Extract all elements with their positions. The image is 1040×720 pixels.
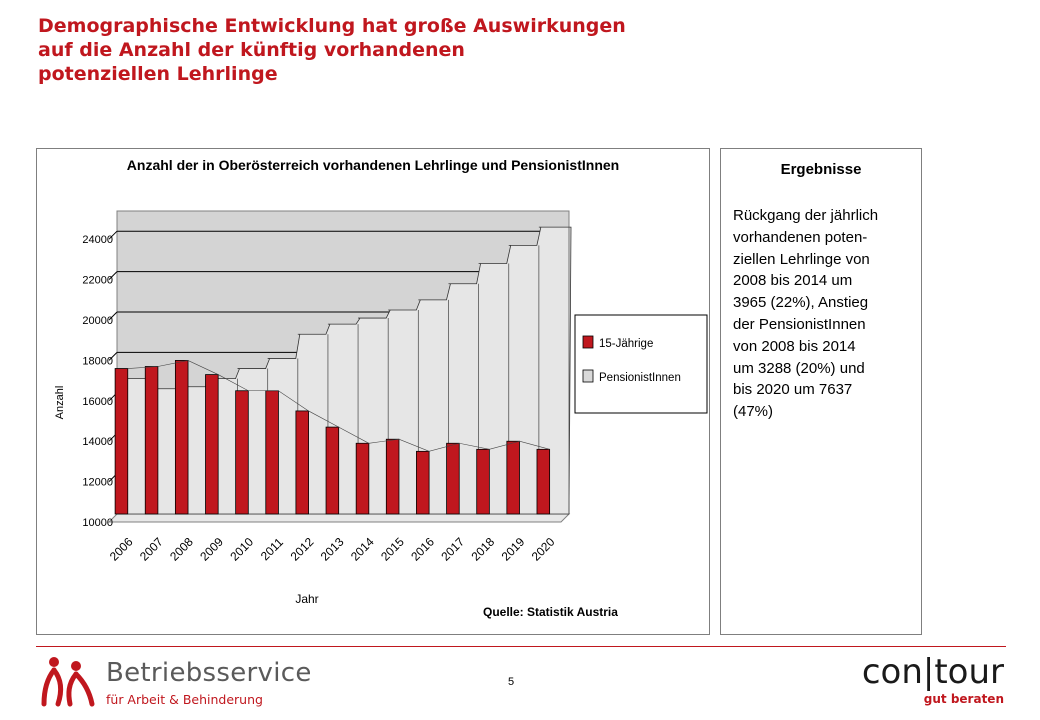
x-tick-label: 2016 bbox=[408, 535, 437, 564]
x-tick-label: 2018 bbox=[468, 535, 497, 564]
logo-name: con|tour bbox=[861, 652, 1004, 692]
bar-15-jaehrige bbox=[174, 360, 189, 515]
legend-swatch bbox=[582, 369, 594, 383]
results-line: Rückgang der jährlich bbox=[733, 207, 879, 224]
results-title: Ergebnisse bbox=[780, 161, 862, 178]
series-15-jaehrige-line bbox=[127, 360, 550, 452]
x-tick-label: 2010 bbox=[227, 535, 256, 564]
bar-15-jaehrige bbox=[265, 390, 279, 515]
bar-15-jaehrige bbox=[205, 374, 219, 515]
gridline-depth bbox=[108, 311, 118, 321]
slide-title-line: potenziellen Lehrlinge bbox=[38, 63, 278, 85]
y-tick-label: 12000 bbox=[82, 477, 113, 489]
bar-15-jaehrige bbox=[446, 442, 460, 515]
x-tick-label: 2015 bbox=[378, 535, 407, 564]
slide-title-line: auf die Anzahl der künftig vorhandenen bbox=[38, 39, 465, 61]
results-line: (47%) bbox=[733, 403, 774, 421]
plot-floor bbox=[107, 513, 571, 523]
legend-swatch bbox=[582, 335, 594, 349]
slide-title: Demographische Entwicklung hat große Aus… bbox=[38, 14, 738, 86]
gridline-depth bbox=[108, 230, 118, 240]
results-text: Rückgang der jährlich vorhandenen poten-… bbox=[733, 205, 913, 423]
chart-canvas: 10000 12000 14000 16000 18000 20000 22000 24000… bbox=[54, 210, 708, 606]
gridline-depth bbox=[108, 352, 118, 361]
bar-15-jaehrige bbox=[476, 448, 490, 515]
chart-title: Anzahl der in Oberösterreich vorhandenen… bbox=[126, 157, 620, 173]
results-line: um 3288 (20%) und bbox=[733, 359, 865, 377]
chart-panel: 10000 12000 14000 16000 18000 20000 22000 24000… bbox=[36, 148, 710, 635]
results-line: von 2008 bis 2014 bbox=[733, 337, 856, 355]
x-tick-label: 2007 bbox=[137, 535, 166, 564]
y-tick-label: 16000 bbox=[82, 396, 113, 408]
bar-15-jaehrige bbox=[144, 366, 159, 515]
legend-label: PensionistInnen bbox=[599, 372, 681, 384]
bar-15-jaehrige bbox=[506, 440, 520, 515]
gridline-depth bbox=[108, 271, 118, 280]
x-tick-label: 2006 bbox=[107, 535, 136, 564]
bar-15-jaehrige bbox=[536, 448, 551, 515]
bar-15-jaehrige bbox=[416, 450, 430, 515]
x-tick-label: 2017 bbox=[438, 535, 467, 564]
chart-source: Quelle: Statistik Austria bbox=[483, 605, 618, 619]
y-tick-label: 22000 bbox=[82, 275, 113, 287]
x-tick-label: 2012 bbox=[288, 535, 317, 564]
x-axis-label: Jahr bbox=[295, 592, 318, 606]
y-tick-label: 18000 bbox=[82, 355, 113, 367]
results-line: vorhandenen poten- bbox=[733, 228, 868, 246]
people-figures-icon bbox=[41, 657, 95, 707]
legend-box bbox=[574, 314, 708, 414]
logo-subtitle: gut beraten bbox=[923, 692, 1004, 706]
bar-15-jaehrige bbox=[385, 438, 400, 515]
bar-15-jaehrige bbox=[295, 410, 309, 515]
legend-label: 15-Jährige bbox=[599, 338, 653, 350]
x-tick-label: 2020 bbox=[529, 535, 558, 564]
y-tick-label: 20000 bbox=[82, 315, 113, 327]
results-line: der PensionistInnen bbox=[733, 315, 866, 333]
results-line: 2008 bis 2014 um bbox=[733, 272, 853, 290]
results-panel: Ergebnisse Rückgang der jährlich vorhand… bbox=[720, 148, 922, 635]
betriebsservice-logo: Betriebsservice für Arbeit & Behinderung bbox=[40, 652, 311, 712]
y-tick-label: 10000 bbox=[82, 517, 113, 529]
x-tick-label: 2008 bbox=[167, 535, 196, 564]
bar-15-jaehrige bbox=[325, 426, 340, 515]
results-line: bis 2020 um 7637 bbox=[733, 381, 853, 399]
bar-15-jaehrige bbox=[355, 442, 370, 515]
slide-title-line: Demographische Entwicklung hat große Aus… bbox=[38, 15, 626, 37]
logo-subtitle: für Arbeit & Behinderung bbox=[106, 692, 263, 707]
results-line: ziellen Lehrlinge von bbox=[733, 250, 870, 268]
x-tick-label: 2013 bbox=[318, 535, 347, 564]
footer-divider bbox=[36, 646, 1006, 647]
y-axis-label: Anzahl bbox=[54, 386, 66, 420]
series-pensionistinnen-area bbox=[116, 226, 572, 515]
bar-15-jaehrige bbox=[114, 368, 129, 515]
x-tick-label: 2019 bbox=[499, 535, 528, 564]
bar-15-jaehrige bbox=[235, 390, 249, 515]
y-tick-label: 14000 bbox=[82, 436, 113, 448]
results-line: 3965 (22%), Anstieg bbox=[733, 294, 869, 312]
page-number: 5 bbox=[508, 676, 515, 688]
y-tick-label: 24000 bbox=[82, 234, 113, 246]
contour-logo: con|tour gut beraten bbox=[846, 652, 1006, 712]
x-tick-label: 2011 bbox=[258, 535, 286, 563]
x-tick-label: 2009 bbox=[197, 535, 226, 564]
logo-name: Betriebsservice bbox=[106, 658, 312, 688]
x-tick-label: 2014 bbox=[348, 535, 377, 564]
